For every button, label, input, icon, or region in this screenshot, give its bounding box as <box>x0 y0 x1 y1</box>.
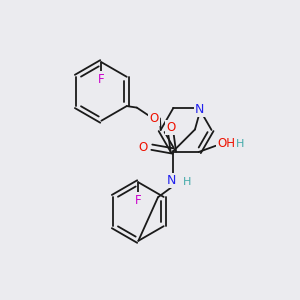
Text: N: N <box>167 174 176 187</box>
Text: H: H <box>183 177 191 187</box>
Text: N: N <box>195 103 204 116</box>
Text: F: F <box>135 194 142 206</box>
Text: O: O <box>167 121 176 134</box>
Text: F: F <box>98 73 105 85</box>
Text: O: O <box>149 112 158 125</box>
Text: OH: OH <box>218 137 236 150</box>
Text: H: H <box>236 139 244 149</box>
Text: O: O <box>138 141 147 154</box>
